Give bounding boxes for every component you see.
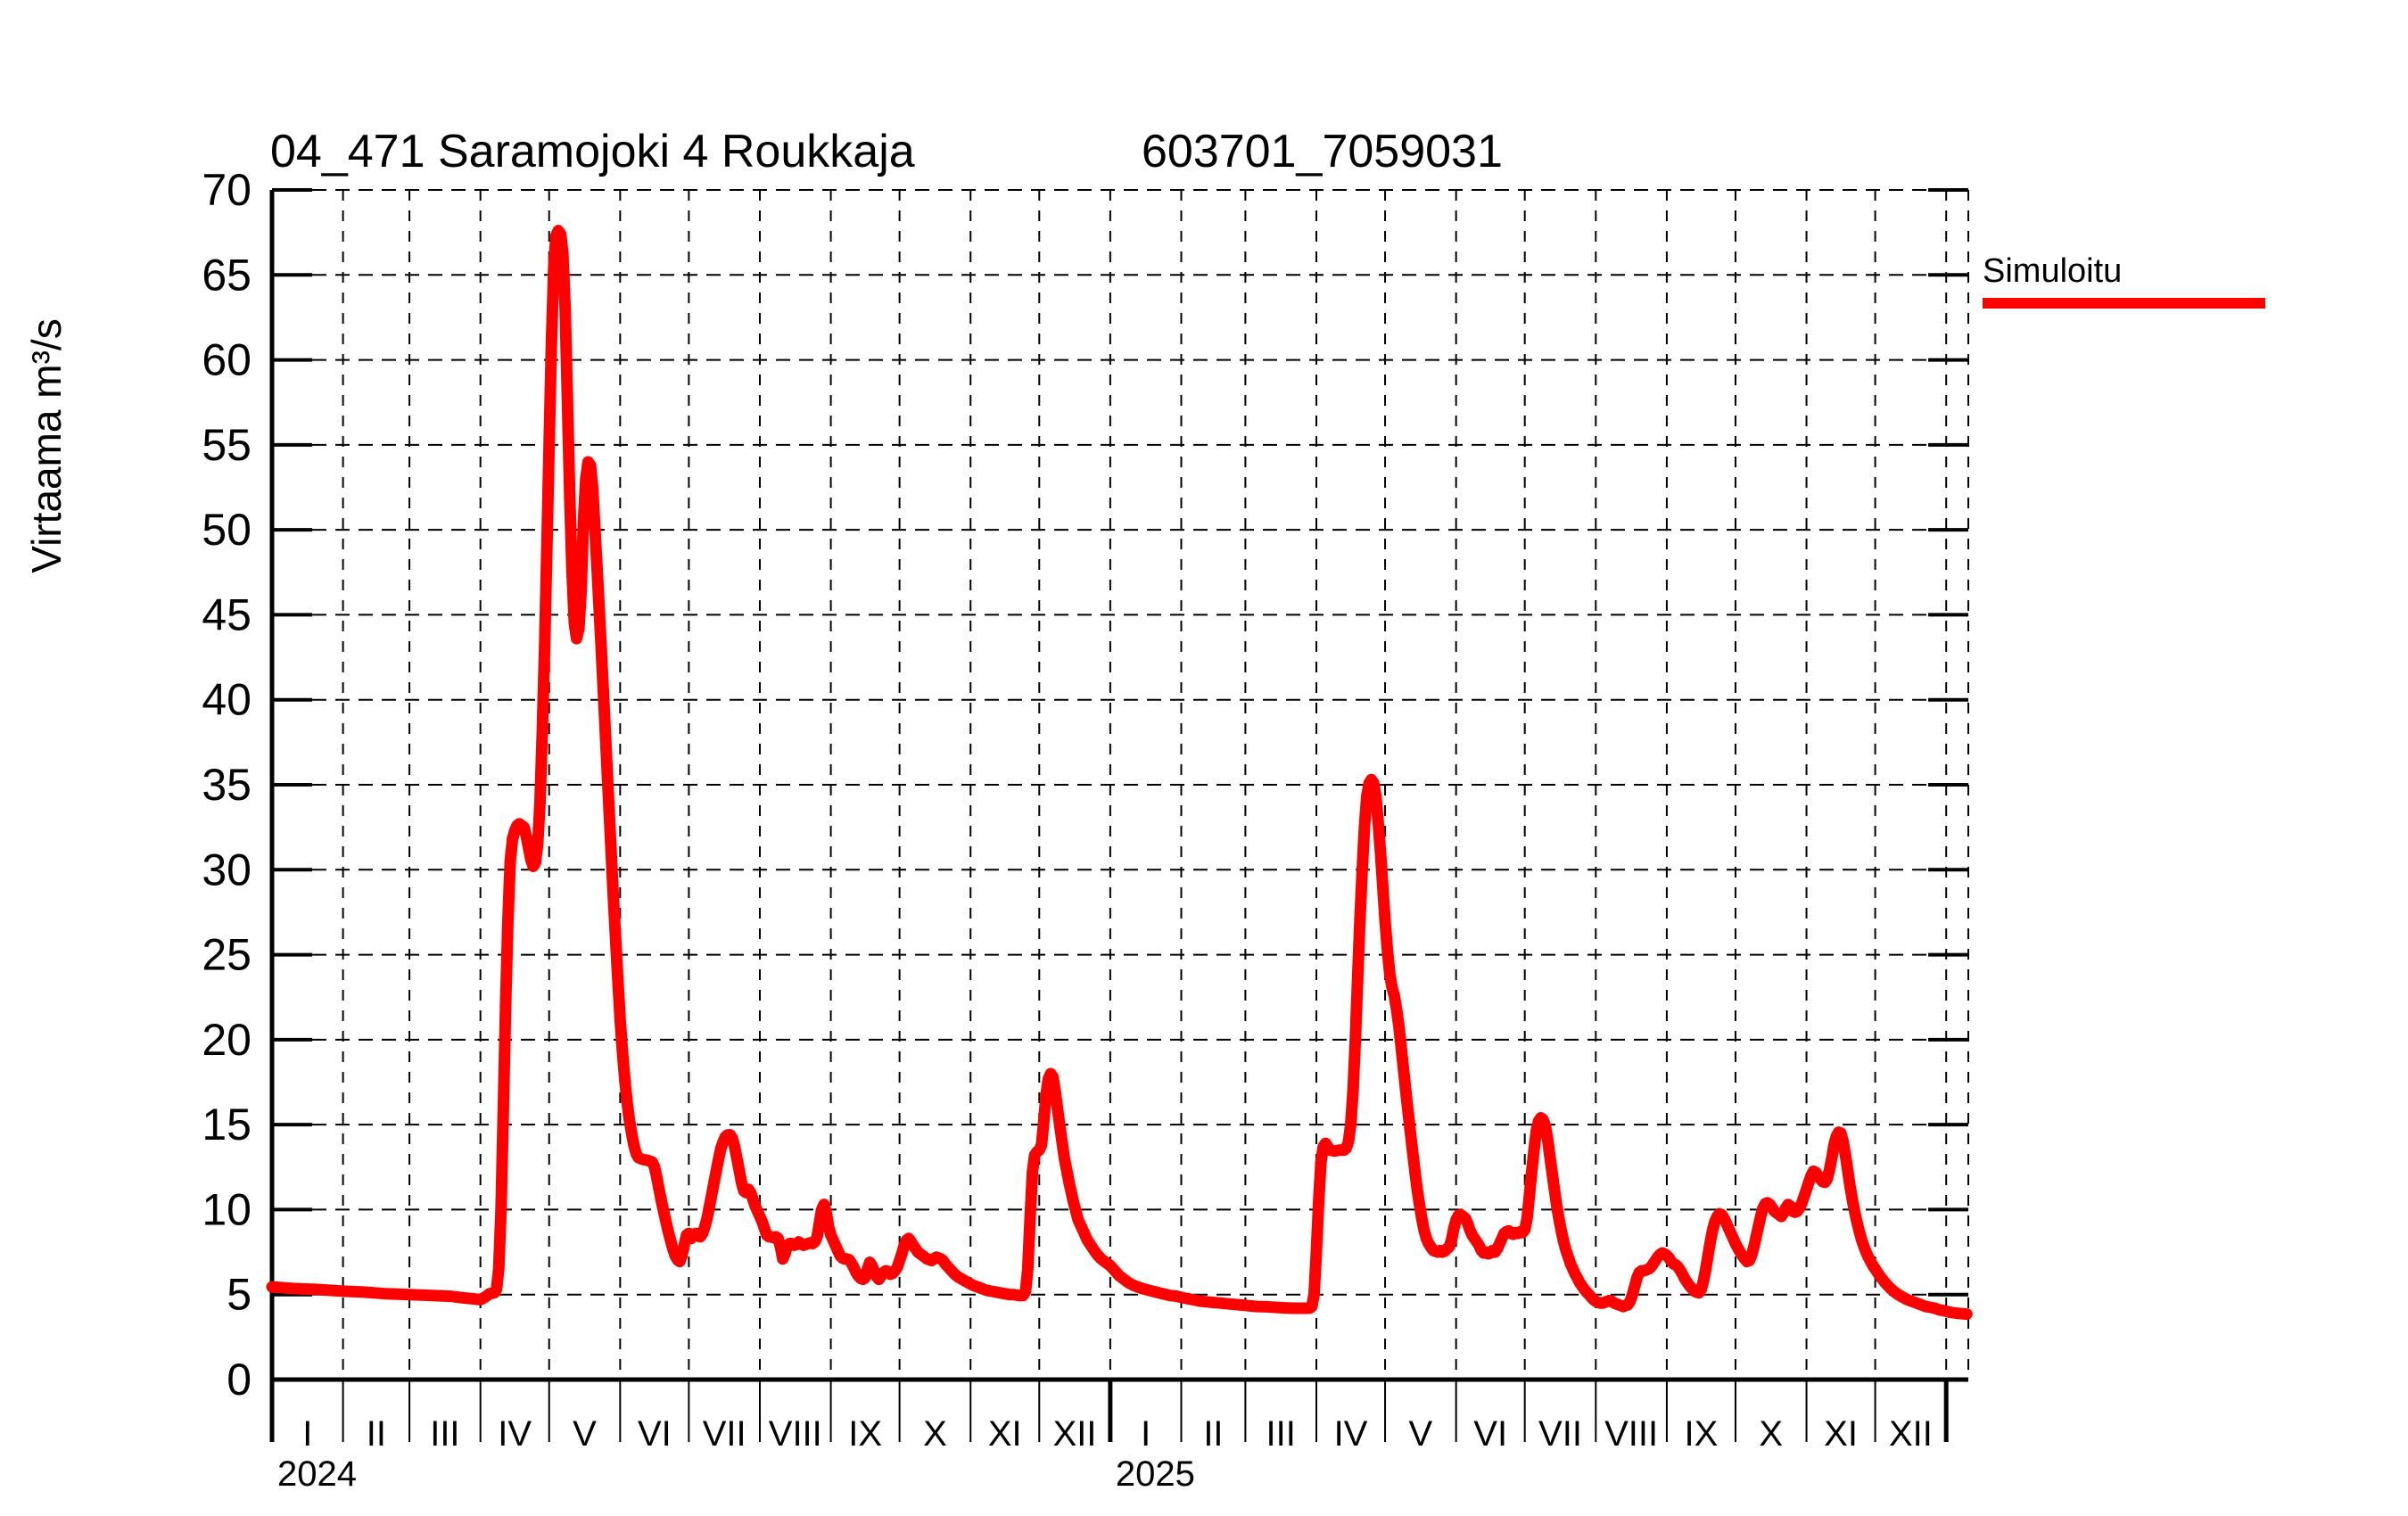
y-tick-label: 15 — [202, 1100, 252, 1149]
x-month-label: XII — [1889, 1414, 1933, 1454]
y-tick-label: 60 — [202, 335, 252, 385]
x-month-label: XII — [1053, 1414, 1097, 1454]
y-tick-label: 0 — [227, 1355, 252, 1405]
chart-title: 04_471 Saramojoki 4 Roukkaja — [270, 126, 915, 177]
legend-label: Simuloitu — [1983, 252, 2123, 290]
x-month-label: XI — [1824, 1414, 1858, 1454]
y-tick-label: 5 — [227, 1270, 252, 1320]
y-tick-label: 65 — [202, 250, 252, 300]
x-month-label: VII — [703, 1414, 746, 1454]
x-month-label: I — [1141, 1414, 1150, 1454]
x-month-label: I — [302, 1414, 312, 1454]
y-tick-label: 25 — [202, 930, 252, 980]
x-month-label: X — [1759, 1414, 1783, 1454]
legend-line-swatch — [1983, 298, 2265, 309]
x-month-label: II — [367, 1414, 386, 1454]
x-month-label: VI — [1473, 1414, 1507, 1454]
y-tick-label: 55 — [202, 420, 252, 470]
x-year-label: 2025 — [1116, 1454, 1195, 1494]
x-month-label: III — [430, 1414, 459, 1454]
y-tick-label: 70 — [202, 165, 252, 215]
x-month-label: IV — [498, 1414, 532, 1454]
x-month-label: V — [573, 1414, 597, 1454]
x-month-label: II — [1203, 1414, 1223, 1454]
legend: Simuloitu — [1983, 252, 2268, 309]
x-month-label: VI — [638, 1414, 672, 1454]
x-month-label: XI — [988, 1414, 1022, 1454]
x-month-label: VIII — [1604, 1414, 1658, 1454]
x-month-label: V — [1409, 1414, 1433, 1454]
x-month-label: III — [1266, 1414, 1296, 1454]
y-tick-label: 20 — [202, 1015, 252, 1065]
x-month-label: VIII — [769, 1414, 822, 1454]
y-tick-label: 50 — [202, 505, 252, 555]
x-month-label: X — [923, 1414, 947, 1454]
y-tick-label: 10 — [202, 1184, 252, 1234]
x-month-label: VII — [1538, 1414, 1582, 1454]
x-month-label: IV — [1334, 1414, 1368, 1454]
chart-station-code: 603701_7059031 — [1142, 126, 1503, 177]
x-month-label: IX — [1685, 1414, 1719, 1454]
simulated-flow-line — [266, 225, 1973, 1321]
y-tick-label: 30 — [202, 845, 252, 894]
x-month-label: IX — [848, 1414, 882, 1454]
y-tick-label: 35 — [202, 760, 252, 810]
x-year-label: 2024 — [277, 1454, 357, 1494]
y-tick-label: 40 — [202, 675, 252, 725]
y-tick-label: 45 — [202, 589, 252, 639]
